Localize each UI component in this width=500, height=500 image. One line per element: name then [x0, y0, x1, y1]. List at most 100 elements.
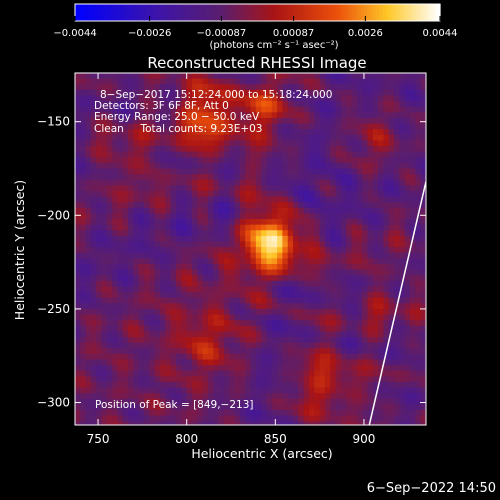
heatmap-cell: [213, 112, 220, 119]
heatmap-cell: [378, 219, 384, 226]
heatmap-cell: [271, 410, 278, 417]
heatmap-cell: [282, 398, 289, 405]
heatmap-cell: [75, 337, 81, 344]
heatmap-cell: [383, 365, 390, 372]
heatmap-cell: [245, 207, 251, 214]
heatmap-cell: [298, 381, 305, 389]
heatmap-cell: [75, 331, 81, 338]
heatmap-cell: [271, 84, 278, 91]
heatmap-cell: [287, 342, 294, 349]
heatmap-cell: [250, 174, 257, 181]
heatmap-cell: [340, 415, 347, 422]
heatmap-cell: [271, 381, 278, 389]
heatmap-cell: [250, 112, 257, 119]
heatmap-cell: [154, 353, 161, 360]
heatmap-cell: [213, 162, 220, 169]
heatmap-cell: [388, 95, 395, 102]
heatmap-cell: [383, 263, 390, 271]
heatmap-cell: [234, 213, 241, 220]
heatmap-cell: [394, 258, 400, 265]
heatmap-cell: [394, 370, 400, 377]
heatmap-cell: [138, 73, 145, 80]
heatmap-cell: [282, 303, 289, 310]
heatmap-cell: [250, 168, 257, 175]
heatmap-cell: [388, 252, 395, 259]
heatmap-cell: [314, 286, 321, 293]
heatmap-cell: [335, 151, 342, 158]
heatmap-cell: [85, 213, 92, 220]
heatmap-cell: [170, 421, 177, 425]
heatmap-cell: [378, 376, 384, 383]
heatmap-cell: [170, 73, 177, 80]
heatmap-cell: [346, 421, 353, 425]
heatmap-cell: [383, 140, 390, 147]
heatmap-cell: [340, 219, 347, 226]
heatmap-cell: [346, 196, 353, 203]
heatmap-cell: [85, 207, 92, 214]
heatmap-cell: [112, 168, 119, 175]
heatmap-cell: [202, 84, 209, 91]
heatmap-cell: [340, 280, 347, 287]
heatmap-cell: [154, 286, 161, 293]
heatmap-cell: [346, 393, 353, 400]
heatmap-cell: [117, 353, 124, 360]
colorbar-tick-label: 0.0044: [423, 28, 458, 39]
heatmap-cell: [261, 359, 267, 366]
heatmap-cell: [340, 387, 347, 394]
heatmap-cell: [340, 263, 347, 271]
heatmap-cell: [282, 404, 289, 411]
heatmap-cell: [207, 129, 214, 136]
heatmap-cell: [388, 235, 395, 243]
heatmap-cell: [197, 365, 204, 372]
heatmap-cell: [261, 230, 267, 237]
heatmap-cell: [186, 359, 193, 366]
heatmap-cell: [383, 89, 390, 96]
heatmap-cell: [351, 235, 358, 243]
heatmap-cell: [245, 314, 251, 321]
heatmap-cell: [282, 106, 289, 113]
heatmap-cell: [298, 292, 305, 299]
heatmap-cell: [372, 303, 379, 310]
heatmap-cell: [420, 320, 426, 327]
heatmap-cell: [202, 387, 209, 394]
heatmap-cell: [362, 162, 368, 169]
heatmap-cell: [394, 112, 400, 119]
heatmap-cell: [176, 207, 182, 214]
heatmap-cell: [356, 404, 363, 411]
heatmap-cell: [245, 235, 251, 243]
heatmap-cell: [319, 359, 326, 366]
y-tick-label: −300: [37, 396, 70, 410]
heatmap-cell: [324, 387, 331, 394]
heatmap-cell: [181, 297, 188, 304]
heatmap-cell: [356, 348, 363, 355]
heatmap-cell: [367, 381, 374, 389]
heatmap-cell: [75, 73, 81, 80]
heatmap-cell: [287, 230, 294, 237]
heatmap-cell: [213, 95, 220, 102]
heatmap-cell: [367, 365, 374, 372]
heatmap-cell: [218, 196, 225, 203]
heatmap-cell: [415, 73, 422, 80]
heatmap-cell: [138, 359, 145, 366]
heatmap-cell: [346, 185, 353, 192]
heatmap-cell: [213, 381, 220, 389]
heatmap-cell: [420, 168, 426, 175]
heatmap-cell: [75, 325, 81, 332]
heatmap-cell: [197, 303, 204, 310]
heatmap-cell: [362, 78, 368, 85]
heatmap-cell: [197, 207, 204, 214]
heatmap-cell: [378, 263, 384, 271]
heatmap-cell: [367, 404, 374, 411]
heatmap-cell: [362, 331, 368, 338]
heatmap-cell: [330, 89, 337, 96]
heatmap-cell: [192, 348, 198, 355]
heatmap-cell: [293, 196, 299, 203]
heatmap-cell: [346, 308, 353, 316]
heatmap-cell: [255, 410, 262, 417]
heatmap-cell: [245, 308, 251, 316]
heatmap-cell: [346, 387, 353, 394]
heatmap-cell: [261, 297, 267, 304]
heatmap-cell: [314, 342, 321, 349]
heatmap-cell: [399, 185, 406, 192]
heatmap-cell: [378, 280, 384, 287]
